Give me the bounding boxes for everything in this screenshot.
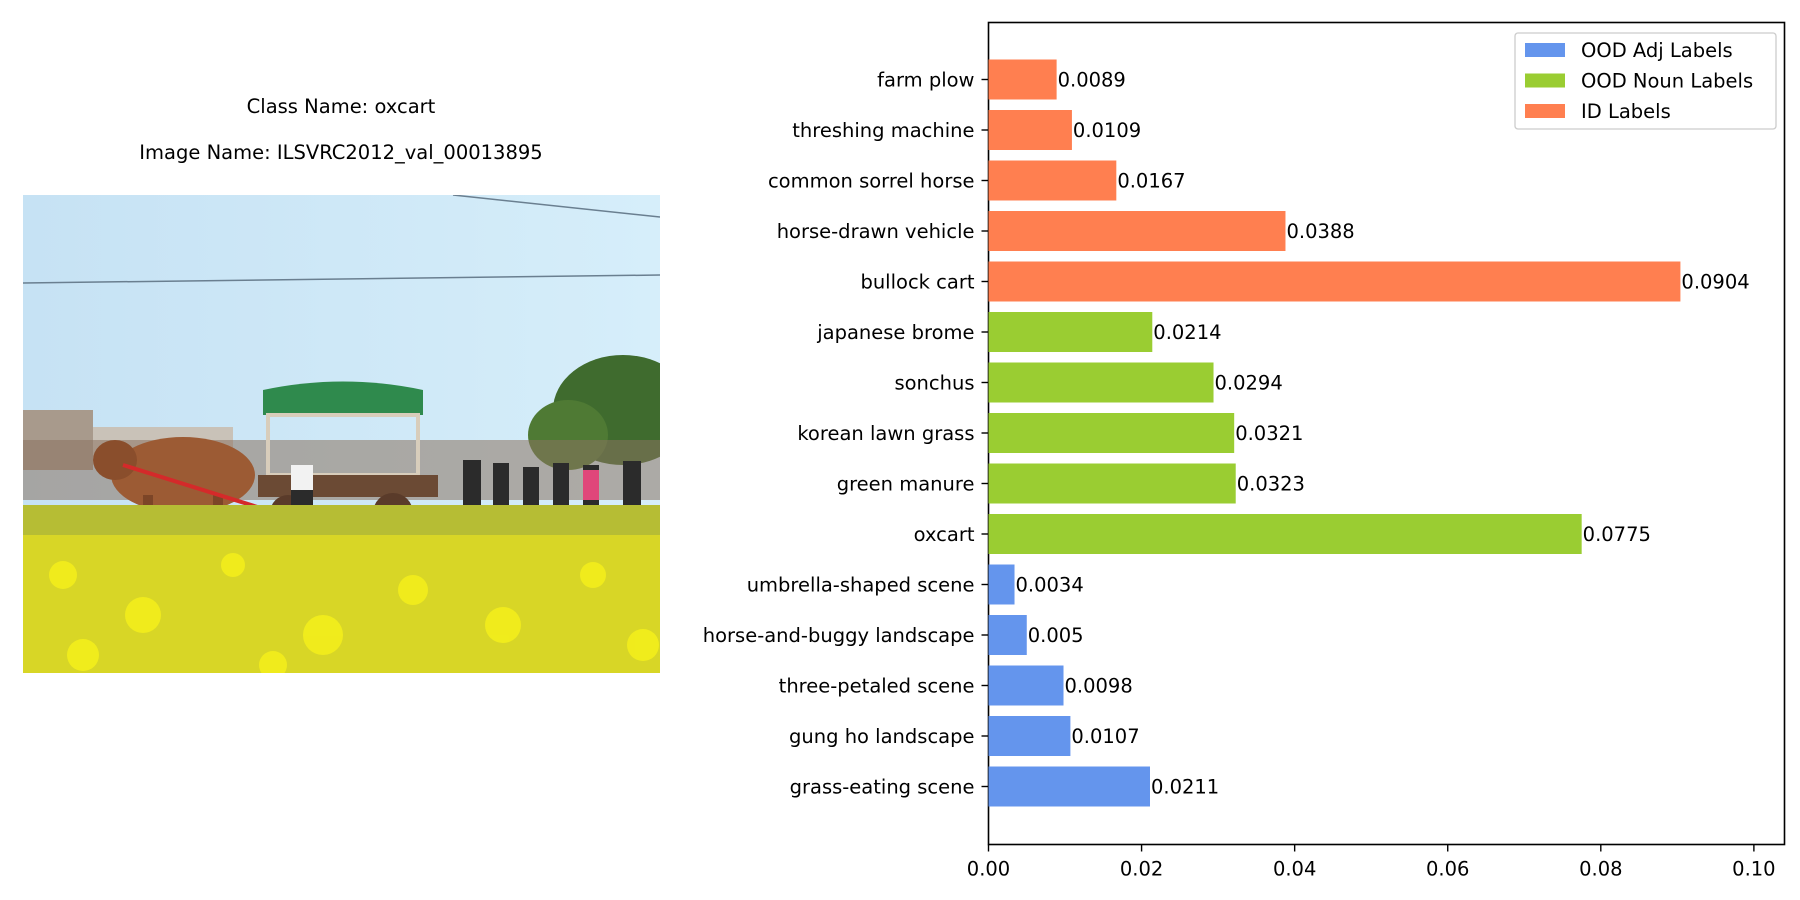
y-tick-label: threshing machine: [792, 119, 974, 142]
legend: OOD Adj Labels OOD Noun Labels ID Labels: [1514, 32, 1777, 130]
y-tick-label: grass-eating scene: [790, 776, 975, 799]
class-name-caption: Class Name: oxcart: [246, 95, 436, 118]
x-tick-label: 0.10: [1732, 858, 1775, 881]
bar-value-label: 0.0089: [1058, 69, 1126, 92]
bar-common-sorrel-horse: [988, 160, 1117, 201]
bar-sonchus: [988, 362, 1214, 403]
y-tick-label: bullock cart: [860, 271, 974, 294]
bar-umbrella-shaped-scene: [988, 564, 1015, 605]
legend-swatch: [1525, 104, 1565, 118]
bar-value-label: 0.0321: [1235, 422, 1303, 445]
y-tick-label: three-petaled scene: [779, 675, 975, 698]
y-tick-label: umbrella-shaped scene: [747, 574, 975, 597]
bar-value-label: 0.0775: [1583, 523, 1651, 546]
bar-korean-lawn-grass: [988, 413, 1235, 453]
legend-entry: OOD Noun Labels: [1581, 70, 1753, 93]
x-tick-label: 0.06: [1426, 858, 1469, 881]
bar-value-label: 0.0323: [1237, 473, 1305, 496]
legend-box: [1514, 32, 1777, 130]
bar-value-label: 0.0294: [1215, 372, 1283, 395]
y-tick-label: horse-and-buggy landscape: [703, 624, 975, 647]
legend-swatch: [1525, 73, 1565, 88]
sample-photo: [23, 195, 660, 673]
y-tick-label: korean lawn grass: [797, 422, 974, 445]
bar-value-label: 0.0214: [1153, 321, 1221, 344]
bar-bullock-cart: [988, 261, 1681, 302]
y-tick-label: oxcart: [914, 523, 975, 546]
bar-oxcart: [988, 514, 1582, 554]
bar-horse-and-buggy-landscape: [988, 615, 1027, 655]
bar-grass-eating-scene: [988, 766, 1150, 807]
y-tick-label: horse-drawn vehicle: [777, 220, 975, 243]
y-tick-labels: farm plow threshing machine common sorrel …: [703, 69, 989, 799]
bar-value-label: 0.0167: [1117, 170, 1185, 193]
bar-green-manure: [988, 463, 1236, 504]
y-tick-label: farm plow: [877, 69, 974, 92]
bar-horse-drawn-vehicle: [988, 211, 1286, 251]
y-tick-label: common sorrel horse: [768, 170, 975, 193]
y-tick-label: green manure: [837, 473, 975, 496]
bar-value-label: 0.0107: [1071, 725, 1139, 748]
x-tick-label: 0.04: [1273, 858, 1316, 881]
bar-value-label: 0.005: [1028, 624, 1084, 647]
x-tick-label: 0.00: [967, 858, 1010, 881]
x-tick-label: 0.02: [1120, 858, 1163, 881]
legend-entry: ID Labels: [1581, 100, 1671, 123]
y-tick-label: sonchus: [894, 372, 974, 395]
bar-value-label: 0.0388: [1286, 220, 1354, 243]
y-tick-label: gung ho landscape: [789, 725, 974, 748]
legend-swatch: [1525, 43, 1565, 57]
bar-value-label: 0.0098: [1065, 675, 1133, 698]
bar-value-label: 0.0211: [1151, 776, 1219, 799]
oxcart-photo-illustration: [23, 195, 660, 673]
x-tick-label: 0.08: [1579, 858, 1622, 881]
bar-three-petaled-scene: [988, 665, 1064, 706]
bar-value-label: 0.0904: [1681, 271, 1749, 294]
bars-group: 0.0089 0.0109 0.0167 0.0388 0.0904 0.0214 0.02…: [988, 59, 1750, 807]
bar-value-label: 0.0034: [1016, 574, 1084, 597]
image-name-caption: Image Name: ILSVRC2012_val_00013895: [139, 141, 543, 164]
x-ticks: 0.00 0.02 0.04 0.06 0.08 0.10: [967, 844, 1776, 881]
y-tick-label: japanese brome: [816, 321, 974, 344]
bar-farm-plow: [988, 59, 1057, 100]
bar-threshing-machine: [988, 110, 1072, 150]
bar-gung-ho-landscape: [988, 716, 1071, 756]
bar-japanese-brome: [988, 312, 1153, 352]
bar-value-label: 0.0109: [1073, 119, 1141, 142]
legend-entry: OOD Adj Labels: [1581, 39, 1733, 62]
